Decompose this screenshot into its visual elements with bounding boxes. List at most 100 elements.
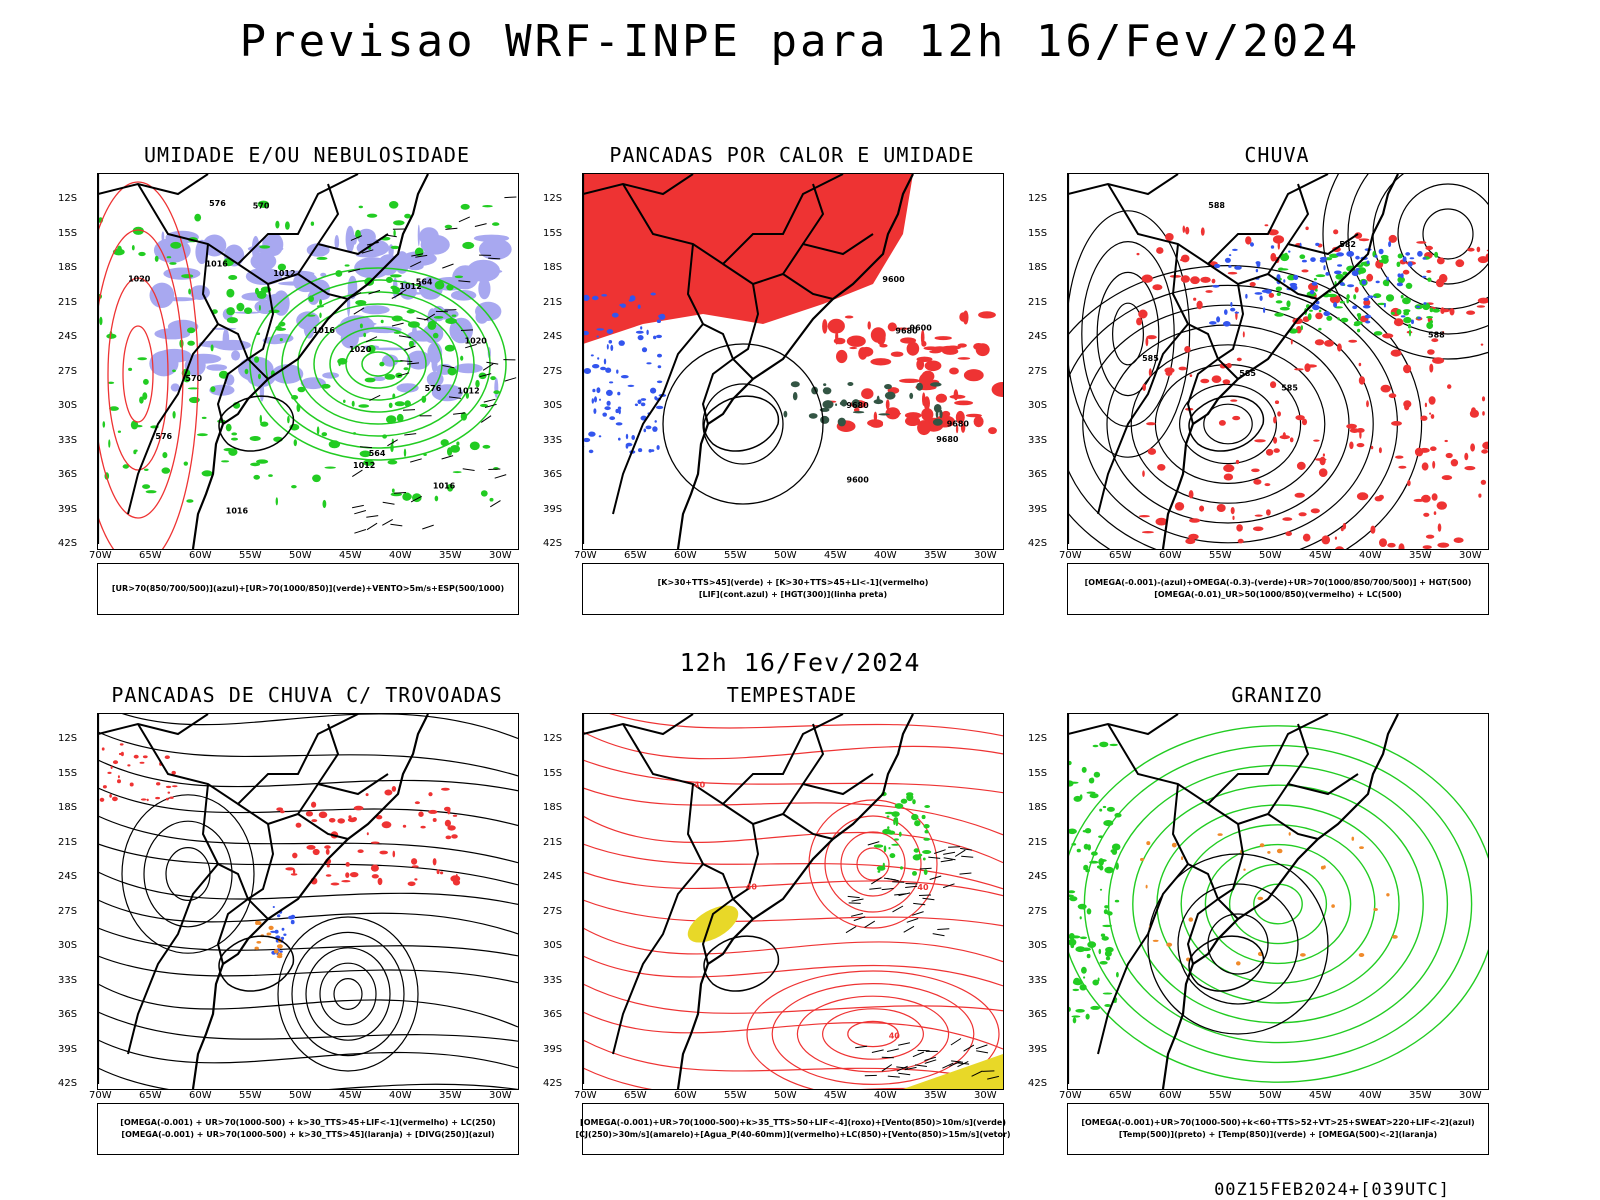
humidity-high-cell	[149, 282, 175, 308]
wind-vector	[928, 856, 941, 859]
lon-label: 45W	[339, 550, 362, 561]
panel-title: CHUVA	[1244, 143, 1310, 167]
lif-contours-cell	[615, 408, 620, 414]
storm-red-cell	[414, 801, 420, 805]
lif-contours-cell	[593, 408, 597, 414]
storm-orange-cell	[268, 925, 274, 930]
streamline	[583, 787, 1003, 836]
temp850-west-cell	[1091, 851, 1098, 856]
lif-contours-cell	[611, 312, 619, 318]
humidity-high-cell	[372, 376, 386, 381]
storm-red-cell	[305, 811, 313, 817]
legend-line: [UR>70(850/700/500)](azul)+[UR>70(1000/8…	[111, 584, 505, 593]
humidity-low-cell	[404, 213, 411, 219]
omega-red-cell	[1425, 534, 1435, 539]
storm-red-cell	[311, 801, 317, 808]
wind-vector	[462, 468, 475, 471]
omega-green-cell	[1318, 309, 1322, 313]
humidity-low-cell	[130, 420, 139, 430]
humidity-high-cell	[466, 259, 500, 282]
lat-label: 42S	[543, 1078, 563, 1089]
lif-contours-cell	[583, 294, 590, 301]
omega-blue-cell	[1254, 292, 1263, 295]
omega-red-cell	[1436, 501, 1447, 510]
omega-red-cell	[1232, 515, 1235, 520]
streamline	[98, 731, 518, 777]
storm-red-cell	[325, 874, 332, 877]
legend-line: [OMEGA(-0.001) + UR>70(1000-500) + k>30_…	[120, 1118, 496, 1127]
omega-red-cell	[1252, 526, 1264, 532]
humidity-low-cell	[275, 327, 287, 331]
contour-label: 570	[185, 374, 202, 383]
lif-contours-cell	[629, 295, 636, 302]
omega-red-cell	[1374, 496, 1383, 502]
instability-cells-cell	[899, 378, 921, 383]
omega-blue-cell	[1361, 280, 1367, 285]
panel-title: PANCADAS POR CALOR E UMIDADE	[609, 143, 975, 167]
instability-cells-cell	[949, 367, 959, 375]
storm-red-cell	[292, 868, 296, 875]
humidity-low-cell	[446, 484, 454, 492]
lat-label: 33S	[58, 974, 78, 986]
lat-label: 21S	[1028, 836, 1048, 848]
temp850-west-cell	[1092, 744, 1099, 748]
legend-box: [OMEGA(-0.001)+UR>70(1000-500)+k>35_TTS>…	[575, 1103, 1011, 1155]
temp850-west-cell	[1099, 808, 1103, 812]
jet-core-se	[903, 1054, 1003, 1089]
instability-cells-cell	[959, 312, 968, 322]
humidity-low-cell	[444, 344, 455, 352]
humidity-high-cell	[170, 383, 180, 392]
storm-red-cell	[402, 824, 407, 828]
lat-label: 18S	[1028, 802, 1048, 813]
humidity-low-cell	[462, 241, 475, 250]
lat-label: 39S	[58, 503, 78, 515]
temp850-west-cell	[1075, 946, 1086, 953]
omega-blue-cell	[1293, 274, 1299, 280]
instability-cells-cell	[867, 321, 871, 330]
hgt500-contours-line	[1082, 304, 1374, 544]
k-tts-cells-cell	[783, 410, 788, 418]
storm-red-cell	[312, 848, 320, 856]
omega-red-cell	[1264, 224, 1269, 227]
country-border	[237, 233, 389, 286]
wind-vector	[943, 883, 955, 889]
humidity-low-cell	[268, 474, 273, 477]
panel-granizo: GRANIZO 12S 15S 18S 21S 24S 27S 30S 33S 36S 39S 42S…	[970, 683, 1489, 1183]
lat-label: 18S	[1028, 262, 1048, 273]
lif-contours-cell	[603, 358, 607, 365]
omega-red-cell	[1322, 453, 1325, 457]
lat-label: 15S	[58, 767, 78, 779]
omega-blue-cell	[1289, 282, 1298, 287]
omega-blue-cell	[1259, 295, 1263, 301]
hgt-contours-line	[662, 343, 824, 505]
wind-vector	[971, 1070, 983, 1077]
humidity-low-cell	[279, 338, 283, 342]
wind-vector	[391, 322, 404, 327]
divg-blue-cell	[277, 914, 281, 918]
humidity-low-cell	[226, 307, 235, 316]
omega-red-cell	[1188, 490, 1194, 499]
wind-vector	[474, 223, 487, 227]
lon-label: 40W	[1359, 1090, 1382, 1101]
humidity-low-cell	[367, 345, 376, 353]
contour-label: 1012	[353, 461, 375, 470]
omega-red-cell	[1138, 515, 1150, 518]
temp850-west-cell	[1102, 924, 1113, 928]
omega-green-cell	[1386, 282, 1389, 287]
omega-red-cell	[1294, 492, 1305, 498]
legend-line: [OMEGA(-0.001) + UR>70(1000-500) + k>30_…	[121, 1130, 495, 1139]
k-tts-cells-cell	[909, 392, 914, 399]
omega-red-cell	[1179, 258, 1189, 262]
omega-red-cell	[1285, 531, 1292, 537]
omega-red-cell	[1189, 518, 1201, 523]
humidity-low-cell	[406, 309, 415, 314]
streamline	[98, 955, 518, 984]
instability-cells-cell	[895, 327, 910, 330]
wind-vector	[488, 468, 501, 470]
omega-blue-cell	[1334, 270, 1342, 275]
omega-red-cell	[1321, 535, 1331, 545]
wind850-green-cell	[923, 869, 928, 875]
lat-label: 27S	[58, 365, 78, 377]
humidity-high-cell	[360, 305, 390, 315]
omega-red-cell	[1164, 367, 1175, 374]
